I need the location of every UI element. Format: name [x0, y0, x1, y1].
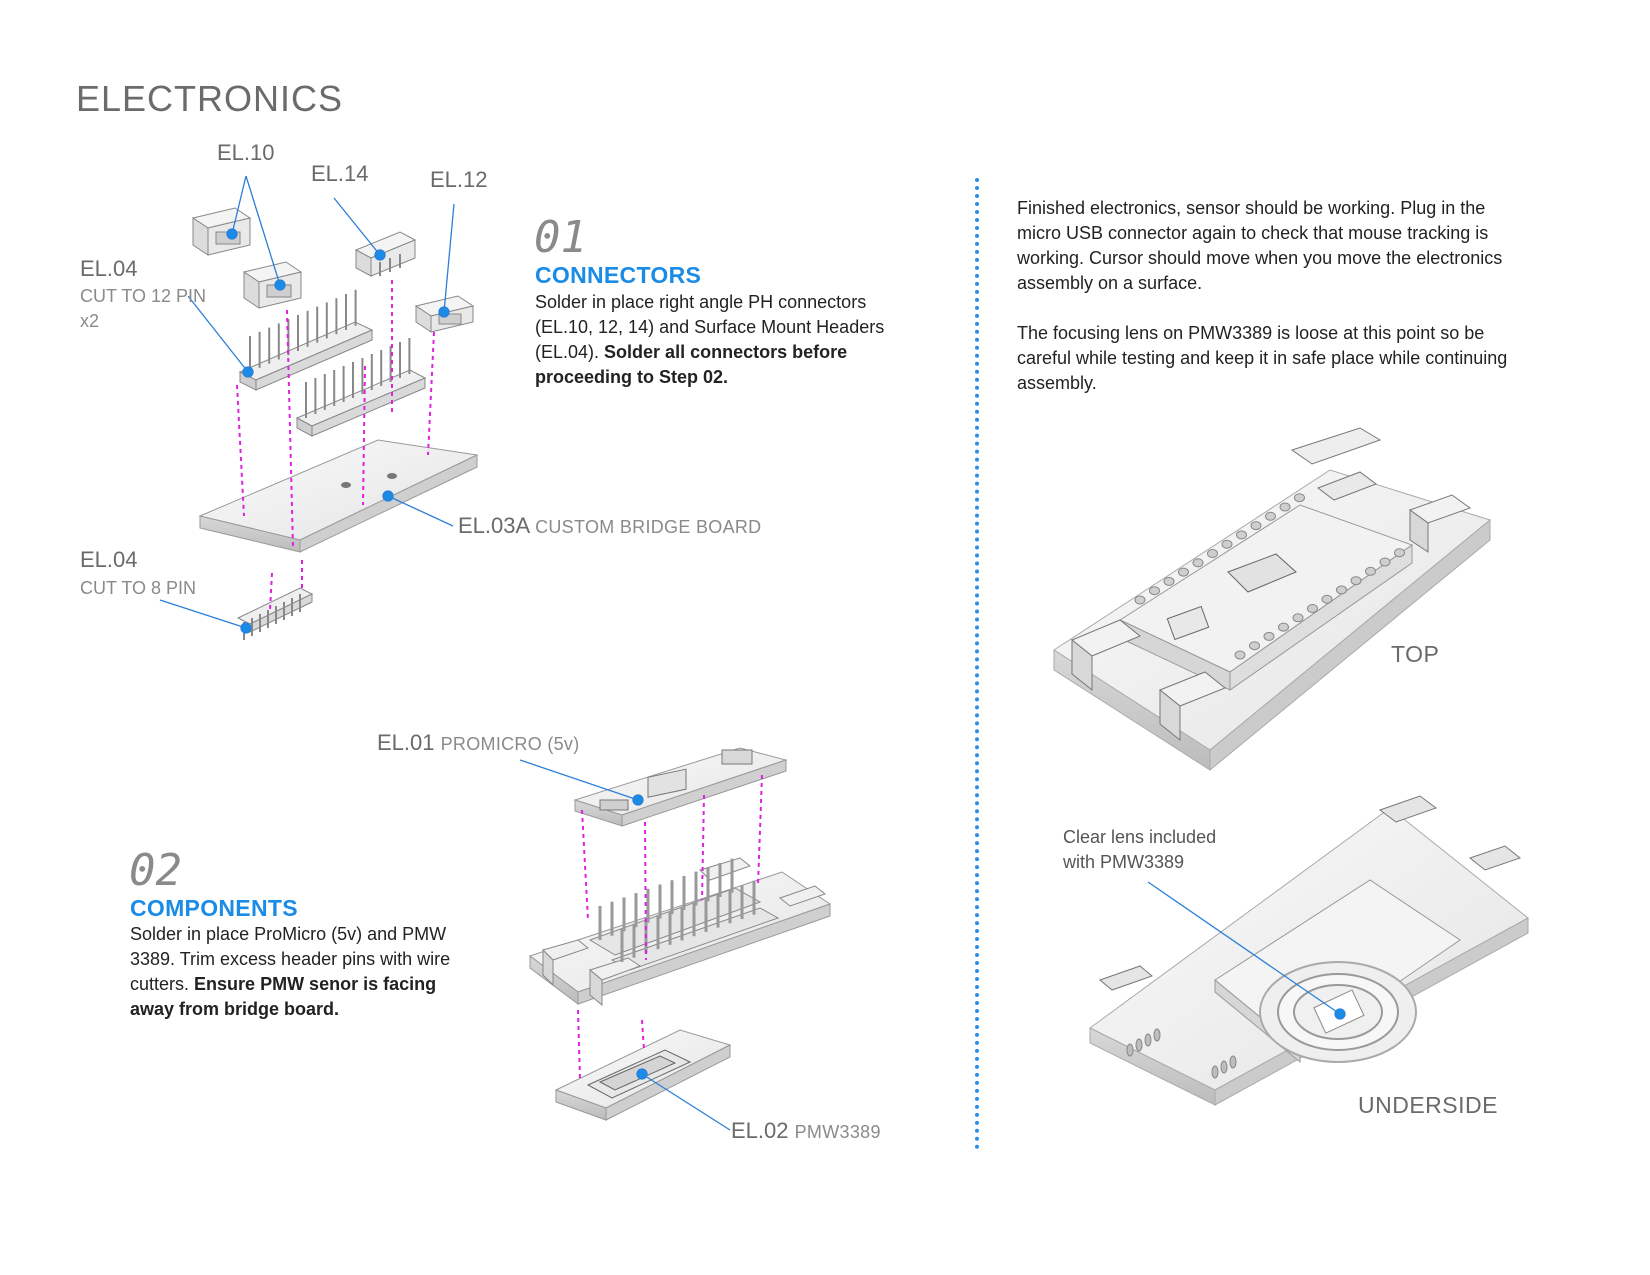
pin-pad: [1236, 530, 1247, 540]
pin-pad: [1379, 557, 1391, 567]
ph-connector-el10-b: [242, 261, 303, 309]
step2-title: COMPONENTS: [130, 895, 298, 921]
step2-number: 02: [129, 845, 182, 896]
pin-pad: [1394, 548, 1405, 558]
ph-connector-el10-a: [191, 207, 252, 256]
lens-note-line2: with PMW3389: [1063, 852, 1185, 872]
lens-note-line1: Clear lens included: [1063, 827, 1217, 847]
step1-text: Solder in place right angle PH connector…: [535, 292, 885, 362]
bridge-board: [198, 439, 479, 553]
label-el01-desc: PROMICRO (5v): [440, 734, 580, 754]
lens-warning-paragraph: The focusing lens on PMW3389 is loose at…: [1017, 323, 1508, 393]
label-el03a-code: EL.03A: [458, 513, 529, 538]
pin-pad: [1220, 1060, 1228, 1074]
pin-pad: [1149, 586, 1160, 596]
label-el02-code: EL.02: [731, 1118, 789, 1143]
pin-pad: [1126, 1043, 1134, 1057]
label-el03a: EL.03A CUSTOM BRIDGE BOARD: [458, 513, 761, 539]
pin-pad: [1229, 1055, 1237, 1069]
label-el04-bottom: EL.04: [80, 547, 138, 572]
pin-pad: [1144, 1033, 1152, 1047]
label-el03a-desc: CUSTOM BRIDGE BOARD: [535, 517, 762, 537]
alignment-guides-step1: [236, 280, 435, 611]
pin-pad: [1211, 1065, 1219, 1079]
label-el10: EL.10: [217, 140, 275, 165]
top-view-pins: [1134, 493, 1405, 660]
step1-bold-text: Solder all connectors before proceeding …: [535, 342, 848, 387]
pin-pad: [1221, 539, 1233, 549]
top-view-label: TOP: [1391, 641, 1440, 667]
pin-pad: [1234, 650, 1246, 660]
pin-pad: [1321, 594, 1333, 604]
pin-pad: [1263, 631, 1275, 641]
pin-pad: [1207, 549, 1218, 558]
assembled-header-pins: [598, 858, 756, 962]
alignment-guides-step2: [577, 774, 763, 1081]
label-el04-top-qty: x2: [80, 311, 100, 331]
step2-text: Solder in place ProMicro (5v) and PMW 33…: [130, 924, 451, 994]
leader-lines-step1: [159, 175, 455, 634]
pin-pad: [1250, 521, 1262, 531]
section-divider: [975, 178, 979, 1150]
underside-view-render: [1089, 795, 1529, 1106]
label-el01-code: EL.01: [377, 730, 435, 755]
ph-connector-el14: [354, 231, 417, 277]
pin-pad: [1294, 493, 1305, 503]
step2-description: Solder in place ProMicro (5v) and PMW 33…: [130, 922, 480, 1022]
pin-pad: [1178, 567, 1189, 577]
label-el01: EL.01 PROMICRO (5v): [377, 730, 580, 756]
label-el04-bottom-cut: CUT TO 8 PIN: [80, 578, 197, 598]
label-el04-top: EL.04: [80, 256, 138, 281]
label-el14: EL.14: [311, 161, 369, 186]
underside-view-label: UNDERSIDE: [1358, 1092, 1498, 1118]
assembled-bridge-board: [528, 857, 832, 1007]
leader-lines-step2: [519, 759, 731, 1131]
pin-pad: [1292, 613, 1304, 623]
underside-pins: [1126, 1028, 1237, 1079]
header-pins-b: [305, 338, 411, 418]
pin-pad: [1279, 502, 1291, 512]
pin-pad: [1249, 641, 1260, 651]
pin-pad: [1307, 604, 1318, 613]
pin-pad: [1134, 595, 1146, 605]
pin-pad: [1336, 585, 1347, 595]
pin-pad: [1163, 576, 1175, 586]
top-view-render: [1053, 427, 1492, 772]
pin-pad: [1192, 558, 1204, 568]
step1-description: Solder in place right angle PH connector…: [535, 290, 920, 390]
label-el12: EL.12: [430, 167, 488, 192]
page-title: ELECTRONICS: [76, 78, 344, 119]
pin-pad: [1278, 622, 1289, 632]
pin-pad: [1153, 1028, 1161, 1042]
header-strip-12pin-a: [238, 321, 374, 391]
label-el04-top-cut: CUT TO 12 PIN: [80, 286, 207, 306]
pin-pad: [1265, 511, 1276, 521]
label-el02: EL.02 PMW3389: [731, 1118, 881, 1144]
pin-pad: [1365, 566, 1376, 576]
step1-number: 01: [534, 212, 587, 263]
pin-pad: [1135, 1038, 1143, 1052]
promicro-board: [573, 747, 788, 827]
step2-bold-text: Ensure PMW senor is facing away from bri…: [130, 974, 437, 1019]
step1-title: CONNECTORS: [535, 262, 702, 288]
leader-lines-right: [1147, 881, 1346, 1020]
label-el02-desc: PMW3389: [794, 1122, 881, 1142]
pin-pad: [1350, 576, 1362, 586]
finished-paragraph: Finished electronics, sensor should be w…: [1017, 198, 1503, 293]
